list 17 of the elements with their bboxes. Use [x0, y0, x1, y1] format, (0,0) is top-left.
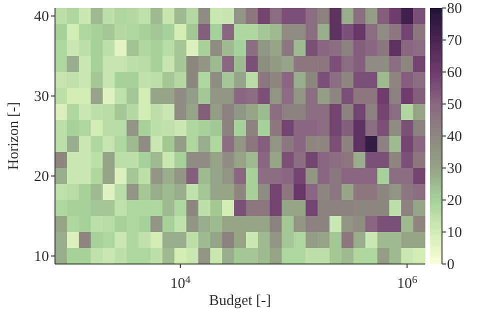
color-bar-label: 30 [447, 161, 462, 177]
color-bar-label: 60 [447, 65, 462, 81]
color-bar-label: 50 [447, 97, 462, 113]
y-tick-label: 40 [34, 9, 49, 25]
y-tick-label: 20 [34, 169, 49, 185]
color-bar-label: 80 [447, 1, 462, 17]
color-bar-label: 0 [447, 257, 454, 273]
x-tick-label: 10$^{4}$ [170, 274, 192, 292]
color-bar-label: 10 [447, 225, 462, 241]
y-tick-label: 30 [34, 89, 49, 105]
color-bar-label: 40 [447, 129, 462, 145]
color-bar-label: 70 [447, 33, 462, 49]
y-tick-label: 10 [34, 249, 49, 265]
color-bar-label: 20 [447, 193, 462, 209]
x-axis-title: Budget [-] [208, 293, 272, 309]
y-axis-title: Horizon [-] [6, 102, 22, 170]
x-tick-label: 10$^{6}$ [396, 274, 418, 292]
